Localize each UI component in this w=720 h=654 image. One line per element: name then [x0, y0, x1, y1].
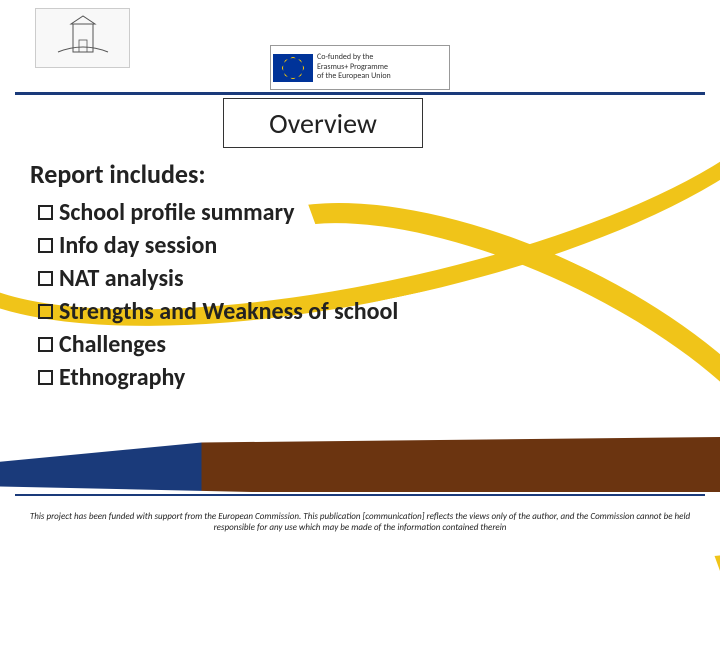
- checkbox-bullet-icon: [38, 271, 53, 286]
- checkbox-bullet-icon: [38, 370, 53, 385]
- bullet-item: Info day session: [38, 231, 690, 260]
- checkbox-bullet-icon: [38, 238, 53, 253]
- bullet-item: NAT analysis: [38, 264, 690, 293]
- bullet-text: Strengths and Weakness of school: [59, 297, 398, 326]
- checkbox-bullet-icon: [38, 304, 53, 319]
- eu-flag-icon: [273, 54, 313, 82]
- eu-cofunded-badge: Co-funded by the Erasmus+ Programme of t…: [270, 45, 450, 90]
- bullet-text: School profile summary: [59, 198, 294, 227]
- header: Co-funded by the Erasmus+ Programme of t…: [0, 0, 720, 95]
- bullet-item: Ethnography: [38, 363, 690, 392]
- bullet-text: Challenges: [59, 330, 166, 359]
- eu-text-line3: of the European Union: [317, 72, 391, 82]
- bullet-text: Info day session: [59, 231, 217, 260]
- disclaimer-text: This project has been funded with suppor…: [20, 511, 700, 534]
- header-divider: [15, 92, 705, 95]
- bullet-text: Ethnography: [59, 363, 185, 392]
- footer-divider: [15, 494, 705, 496]
- eu-cofunded-text: Co-funded by the Erasmus+ Programme of t…: [317, 53, 391, 82]
- checkbox-bullet-icon: [38, 337, 53, 352]
- checkbox-bullet-icon: [38, 205, 53, 220]
- bullet-text: NAT analysis: [59, 264, 184, 293]
- subtitle: Report includes:: [30, 158, 690, 190]
- bullet-item: School profile summary: [38, 198, 690, 227]
- university-logo: [35, 8, 130, 68]
- content-area: Report includes: School profile summary …: [30, 158, 690, 396]
- footer-band: [0, 437, 720, 492]
- bullet-item: Challenges: [38, 330, 690, 359]
- bullet-item: Strengths and Weakness of school: [38, 297, 690, 326]
- slide-title: Overview: [223, 98, 423, 148]
